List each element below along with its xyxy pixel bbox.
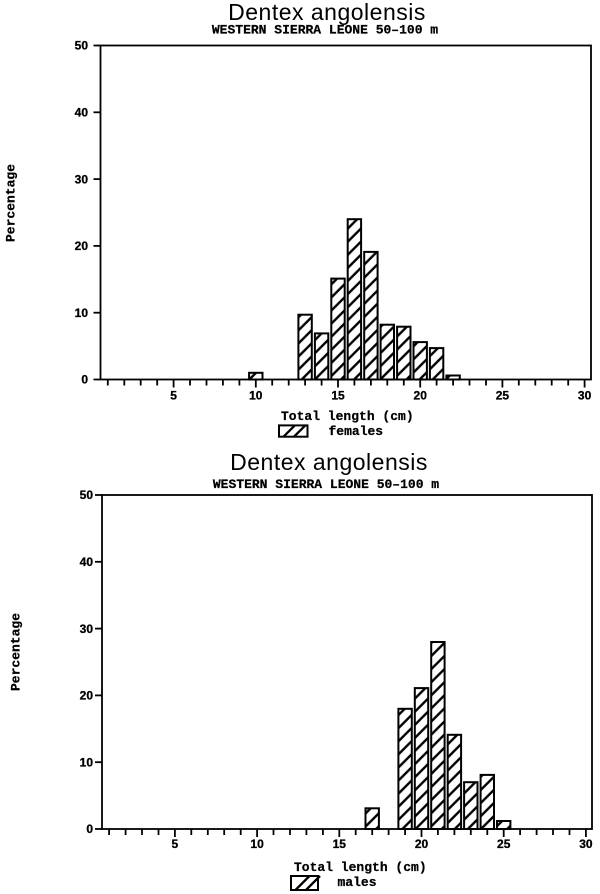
- svg-text:10: 10: [249, 389, 263, 403]
- svg-text:5: 5: [172, 837, 179, 851]
- svg-text:40: 40: [80, 555, 94, 569]
- svg-text:20: 20: [80, 689, 94, 703]
- svg-text:females: females: [329, 424, 384, 439]
- svg-text:WESTERN SIERRA LEONE 50–100 m: WESTERN SIERRA LEONE 50–100 m: [212, 23, 438, 38]
- svg-text:20: 20: [414, 389, 428, 403]
- svg-text:males: males: [338, 875, 377, 890]
- svg-text:5: 5: [170, 389, 177, 403]
- svg-text:50: 50: [75, 39, 89, 53]
- svg-text:WESTERN SIERRA LEONE 50–100 m: WESTERN SIERRA LEONE 50–100 m: [213, 477, 439, 492]
- svg-text:20: 20: [415, 837, 429, 851]
- svg-text:Percentage: Percentage: [4, 164, 19, 242]
- svg-text:10: 10: [80, 755, 94, 769]
- svg-text:50: 50: [80, 488, 94, 502]
- svg-text:25: 25: [496, 389, 510, 403]
- svg-text:Dentex angolensis: Dentex angolensis: [228, 0, 426, 25]
- svg-text:40: 40: [75, 106, 89, 120]
- svg-text:30: 30: [75, 172, 89, 186]
- svg-text:10: 10: [75, 306, 89, 320]
- svg-text:30: 30: [578, 389, 592, 403]
- svg-text:20: 20: [75, 239, 89, 253]
- svg-text:30: 30: [80, 622, 94, 636]
- svg-text:15: 15: [333, 837, 347, 851]
- svg-text:Total length (cm): Total length (cm): [281, 409, 414, 424]
- svg-text:15: 15: [331, 389, 345, 403]
- svg-text:30: 30: [579, 837, 593, 851]
- svg-text:10: 10: [250, 837, 264, 851]
- svg-text:Total length (cm): Total length (cm): [294, 860, 427, 875]
- svg-text:Dentex angolensis: Dentex angolensis: [230, 449, 428, 475]
- svg-text:25: 25: [497, 837, 511, 851]
- svg-text:0: 0: [86, 822, 93, 836]
- svg-text:0: 0: [81, 373, 88, 387]
- svg-text:Percentage: Percentage: [9, 613, 24, 691]
